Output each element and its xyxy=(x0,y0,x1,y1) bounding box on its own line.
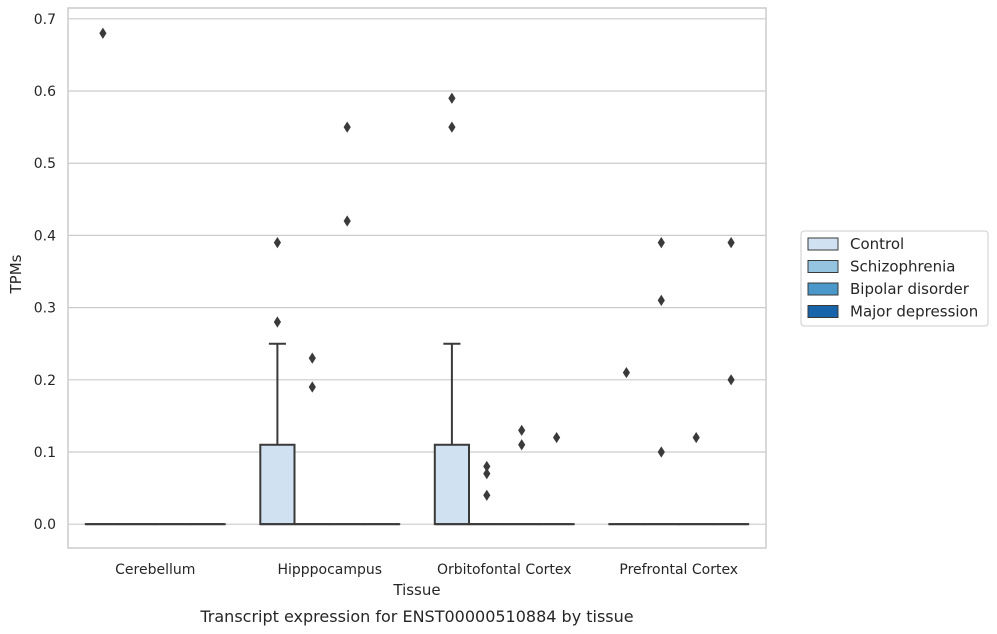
x-tick-label: Cerebellum xyxy=(115,562,195,578)
y-tick-label: 0.6 xyxy=(34,84,56,100)
x-tick-label: Hipppocampus xyxy=(277,562,382,578)
x-tick-labels: Cerebellum Hipppocampus Orbitofontal Corte… xyxy=(115,562,738,578)
box-group xyxy=(433,92,471,526)
x-tick-label: Orbitofontal Cortex xyxy=(437,562,572,578)
outlier-point xyxy=(483,468,491,480)
outlier-point xyxy=(657,237,665,249)
box-group xyxy=(538,431,575,526)
legend-items: Control Schizophrenia Bipolar disorder Majo… xyxy=(807,235,978,321)
outlier-point xyxy=(273,237,281,249)
box-series xyxy=(84,27,750,526)
y-tick-label: 0.3 xyxy=(34,301,56,317)
legend-swatch xyxy=(807,305,839,318)
box-body xyxy=(259,443,296,526)
outlier-point xyxy=(518,424,526,436)
legend-label: Schizophrenia xyxy=(850,258,955,276)
series-control xyxy=(84,27,645,526)
outlier-point xyxy=(99,27,107,39)
outlier-point xyxy=(343,215,351,227)
y-tick-label: 0.1 xyxy=(34,445,56,461)
outlier-point xyxy=(308,381,316,393)
outlier-point xyxy=(727,237,735,249)
y-tick-label: 0.7 xyxy=(34,12,56,28)
legend-swatch xyxy=(807,282,839,296)
x-tick-label: Prefrontal Cortex xyxy=(619,562,738,578)
y-tick-label: 0.2 xyxy=(34,373,56,389)
legend-swatch xyxy=(807,237,839,251)
legend-label: Major depression xyxy=(850,303,978,321)
y-tick-labels: 0.0 0.1 0.2 0.3 0.4 0.5 0.6 0.7 xyxy=(34,12,56,533)
outlier-point xyxy=(553,431,561,444)
outlier-point xyxy=(448,92,456,104)
box-group xyxy=(712,237,750,526)
legend-entry: Control xyxy=(807,235,904,253)
plot-frame xyxy=(67,7,767,549)
outlier-point xyxy=(308,352,316,364)
x-axis-label: Tissue xyxy=(392,581,440,599)
legend-frame xyxy=(800,230,989,327)
y-tick-label: 0.4 xyxy=(34,228,56,244)
y-tick-label: 0.5 xyxy=(34,156,56,172)
outlier-point xyxy=(622,366,630,379)
outlier-point xyxy=(692,431,700,444)
outlier-point xyxy=(343,121,351,133)
outlier-point xyxy=(483,489,491,501)
legend-swatch xyxy=(807,260,839,273)
series-bipolar-disorder xyxy=(154,121,715,526)
series-major-depression xyxy=(189,237,750,526)
y-axis-label: TPMs xyxy=(7,254,25,294)
legend-label: Bipolar disorder xyxy=(850,280,970,298)
outlier-point xyxy=(518,439,526,451)
legend-entry: Major depression xyxy=(807,303,978,321)
chart-caption: Transcript expression for ENST0000051088… xyxy=(199,607,633,626)
y-tick-label: 0.0 xyxy=(34,517,56,533)
outlier-point xyxy=(273,316,281,328)
outlier-point xyxy=(727,374,735,386)
legend-entry: Schizophrenia xyxy=(807,258,955,276)
outlier-point xyxy=(657,446,665,458)
box-body xyxy=(433,443,471,526)
outlier-point xyxy=(483,460,491,473)
box-group xyxy=(259,237,296,526)
legend-entry: Bipolar disorder xyxy=(807,280,970,298)
outlier-point xyxy=(448,121,456,133)
legend-label: Control xyxy=(850,235,904,253)
outlier-point xyxy=(657,294,665,306)
legend: Control Schizophrenia Bipolar disorder Majo… xyxy=(800,230,989,327)
